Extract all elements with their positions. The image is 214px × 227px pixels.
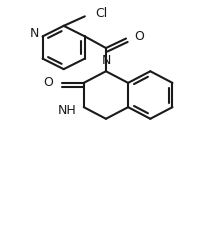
Text: N: N — [30, 27, 39, 40]
Text: Cl: Cl — [95, 7, 108, 20]
Text: NH: NH — [58, 104, 76, 117]
Text: O: O — [134, 30, 144, 43]
Text: O: O — [43, 76, 53, 89]
Text: N: N — [101, 54, 111, 67]
